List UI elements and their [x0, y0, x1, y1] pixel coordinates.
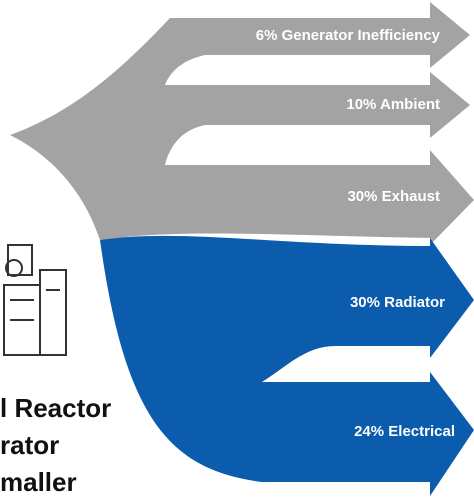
generator-icon — [4, 245, 66, 355]
side-text: maller — [0, 467, 77, 497]
flow-label: 30% Radiator — [350, 294, 445, 311]
diagram: 6% Generator Inefficiency 10% Ambient 30… — [0, 0, 474, 499]
flow-label: 10% Ambient — [346, 96, 440, 113]
side-text: l Reactor — [0, 393, 111, 423]
flow-label: 6% Generator Inefficiency — [256, 27, 441, 44]
flow-label: 30% Exhaust — [347, 188, 440, 205]
flow-label: 24% Electrical — [354, 423, 455, 440]
side-text: rator — [0, 430, 59, 460]
blue-flow — [100, 236, 474, 496]
